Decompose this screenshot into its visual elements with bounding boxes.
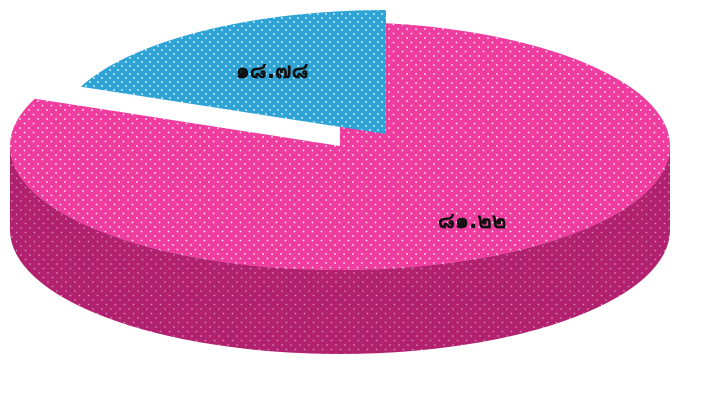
slice-2-top-texture: [80, 10, 386, 134]
slice-1-side-texture: [10, 146, 670, 354]
slice-2-data-label: ๑๘.๗๘: [236, 59, 309, 84]
slice-1-top-texture: [9, 22, 671, 271]
slice-1-data-label: ๘๑.๒๒: [438, 209, 506, 234]
